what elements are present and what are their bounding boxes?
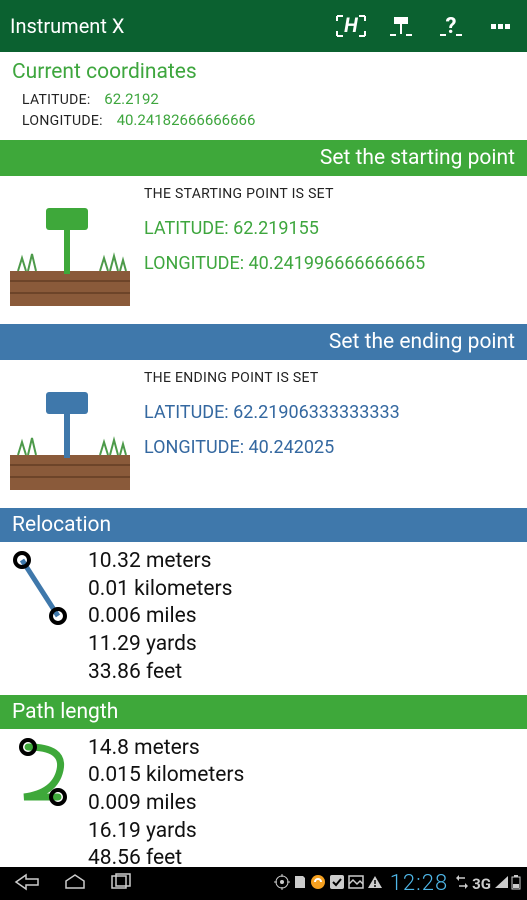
end-point-bar[interactable]: Set the ending point: [0, 324, 527, 360]
check-icon: [329, 874, 345, 894]
path-meters: 14.8 meters: [88, 735, 517, 763]
relocation-km: 0.01 kilometers: [88, 576, 517, 604]
relocation-meters: 10.32 meters: [88, 548, 517, 576]
clock: 12:28: [390, 871, 448, 896]
path-list: 14.8 meters 0.015 kilometers 0.009 miles…: [88, 735, 517, 867]
history-icon[interactable]: H: [335, 10, 367, 42]
end-point-info: THE ENDING POINT IS SET LATITUDE: 62.219…: [144, 370, 515, 494]
current-lat-row: LATITUDE: 62.2192: [22, 90, 515, 108]
relocation-header: Relocation: [0, 508, 527, 542]
end-lon: LONGITUDE: 40.242025: [144, 437, 515, 458]
current-coords-section: Current coordinates LATITUDE: 62.2192 LO…: [0, 52, 527, 140]
current-lat-value: 62.2192: [104, 90, 159, 108]
content-area: Current coordinates LATITUDE: 62.2192 LO…: [0, 52, 527, 867]
relocation-miles: 0.006 miles: [88, 603, 517, 631]
marker-icon[interactable]: [385, 10, 417, 42]
back-icon[interactable]: [14, 873, 40, 895]
navigation-bar: 12:28 3G: [0, 867, 527, 900]
status-icons: 12:28 3G: [274, 871, 527, 896]
path-feet: 48.56 feet: [88, 845, 517, 867]
relocation-list: 10.32 meters 0.01 kilometers 0.006 miles…: [88, 548, 517, 687]
current-lon-row: LONGITUDE: 40.24182666666666: [22, 111, 515, 129]
end-status: THE ENDING POINT IS SET: [144, 370, 515, 386]
current-lon-value: 40.24182666666666: [117, 111, 256, 129]
start-point-bar-label: Set the starting point: [320, 146, 515, 170]
path-km: 0.015 kilometers: [88, 762, 517, 790]
end-point-bar-label: Set the ending point: [329, 330, 515, 354]
path-curve-icon: [10, 735, 70, 867]
gps-icon: [274, 874, 290, 894]
app-title: Instrument X: [10, 14, 335, 38]
relocation-feet: 33.86 feet: [88, 659, 517, 687]
action-bar: Instrument X H ?: [0, 0, 527, 52]
image-icon: [348, 874, 364, 894]
path-block: 14.8 meters 0.015 kilometers 0.009 miles…: [0, 729, 527, 867]
path-header: Path length: [0, 695, 527, 729]
start-lon: LONGITUDE: 40.241996666666665: [144, 253, 515, 274]
warning-icon: [367, 874, 383, 894]
svg-text:?: ?: [446, 14, 457, 38]
relocation-line-icon: [10, 548, 70, 687]
home-icon[interactable]: [64, 873, 86, 895]
signal-label: 3G: [472, 875, 491, 893]
start-point-block: THE STARTING POINT IS SET LATITUDE: 62.2…: [0, 176, 527, 324]
relocation-block: 10.32 meters 0.01 kilometers 0.006 miles…: [0, 542, 527, 695]
start-lat: LATITUDE: 62.219155: [144, 218, 515, 239]
svg-text:H: H: [344, 14, 358, 37]
sd-icon: [293, 874, 307, 894]
help-icon[interactable]: ?: [435, 10, 467, 42]
battery-icon: [511, 874, 521, 894]
circle-icon: [310, 874, 326, 894]
end-lat: LATITUDE: 62.21906333333333: [144, 402, 515, 423]
recent-icon[interactable]: [110, 873, 132, 895]
path-miles: 0.009 miles: [88, 790, 517, 818]
sync-icon: [455, 874, 469, 894]
current-coords-heading: Current coordinates: [12, 60, 515, 84]
end-marker-graphic: [10, 370, 130, 494]
end-point-block: THE ENDING POINT IS SET LATITUDE: 62.219…: [0, 360, 527, 508]
start-status: THE STARTING POINT IS SET: [144, 186, 515, 202]
start-point-info: THE STARTING POINT IS SET LATITUDE: 62.2…: [144, 186, 515, 310]
start-point-bar[interactable]: Set the starting point: [0, 140, 527, 176]
signal-icon: [494, 874, 508, 894]
nav-buttons: [0, 873, 132, 895]
current-lat-label: LATITUDE:: [22, 92, 91, 108]
relocation-yards: 11.29 yards: [88, 631, 517, 659]
current-lon-label: LONGITUDE:: [22, 113, 103, 129]
path-yards: 16.19 yards: [88, 818, 517, 846]
action-bar-icons: H ?: [335, 10, 517, 42]
menu-icon[interactable]: [485, 10, 517, 42]
start-marker-graphic: [10, 186, 130, 310]
